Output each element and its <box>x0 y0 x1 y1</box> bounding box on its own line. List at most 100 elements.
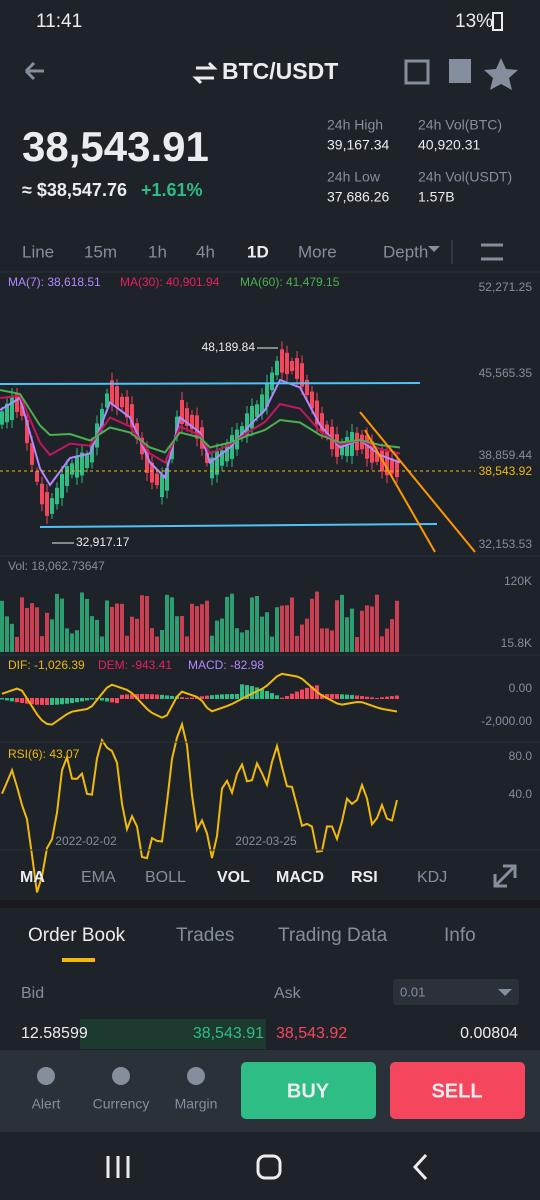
macd-legend: MACD: -82.98 <box>188 658 264 672</box>
volume-bar <box>60 598 64 652</box>
sell-button[interactable] <box>390 1062 525 1119</box>
volume-bar <box>50 619 54 652</box>
back[interactable] <box>24 61 44 81</box>
settings-icon[interactable] <box>481 243 503 261</box>
interval-tab[interactable]: More <box>298 242 337 261</box>
stat-label: 24h Vol(USDT) <box>418 169 512 185</box>
stat-value: 39,167.34 <box>327 137 389 153</box>
indicator-tab[interactable]: MA <box>20 869 45 886</box>
ask-qty: 0.00804 <box>460 1025 518 1042</box>
candle-body <box>290 360 294 372</box>
volume-bar <box>240 632 244 652</box>
last-price: 38,543.91 <box>22 123 209 170</box>
book-icon[interactable] <box>449 59 471 83</box>
indicator-tab[interactable]: RSI <box>351 869 378 886</box>
macd-line <box>1 672 398 726</box>
orderbook-tab[interactable]: Info <box>444 925 476 946</box>
macd-bar <box>220 694 224 699</box>
indicator-tab[interactable]: EMA <box>81 869 116 886</box>
macd-bar <box>25 698 29 704</box>
stat-label: 24h Low <box>327 169 381 185</box>
volume-bar <box>335 600 339 652</box>
candle-body <box>385 451 389 476</box>
macd-bar <box>255 687 259 699</box>
indicator-tab[interactable]: VOL <box>217 869 250 886</box>
candle-body <box>275 360 279 376</box>
low-label: 32,917.17 <box>76 535 130 549</box>
macd-legend: DEM: -943.41 <box>98 658 172 672</box>
back-nav[interactable] <box>412 1153 428 1181</box>
indicator-tab[interactable]: KDJ <box>417 869 447 886</box>
candle-body <box>210 457 214 479</box>
stat-value: 40,920.31 <box>418 137 480 153</box>
interval-tab[interactable]: 1h <box>148 242 167 261</box>
buy-button[interactable] <box>241 1062 376 1119</box>
macd-bar <box>260 689 264 699</box>
volume-bar <box>5 616 9 652</box>
macd-bar <box>125 694 129 699</box>
indicator-tab[interactable]: BOLL <box>145 869 186 886</box>
indicator-tab[interactable]: MACD <box>276 869 324 886</box>
nav-icon[interactable] <box>187 1067 205 1085</box>
macd-bar <box>385 696 389 699</box>
interval-tab[interactable]: Line <box>22 242 54 261</box>
share[interactable] <box>404 59 430 85</box>
macd-bar <box>355 695 359 699</box>
candle-body <box>295 358 299 379</box>
macd-bar <box>360 696 364 699</box>
candle-body <box>370 441 374 463</box>
candle-body <box>15 393 19 413</box>
macd-bar <box>75 698 79 703</box>
pair[interactable]: BTC/USDT <box>222 58 338 84</box>
macd-bar <box>170 695 174 699</box>
volume-bar <box>385 628 389 652</box>
macd-bar <box>70 698 74 704</box>
ma-legend: MA(7): 38,618.51 <box>8 275 101 289</box>
fullscreen[interactable] <box>493 864 517 888</box>
volume-label: 120K <box>504 574 532 588</box>
stat-label: 24h Vol(BTC) <box>418 117 502 133</box>
macd-bar <box>190 697 194 699</box>
price-label: 32,153.53 <box>479 537 533 551</box>
candle-body <box>55 487 59 505</box>
interval-tab[interactable]: 1D <box>247 242 269 261</box>
candle-body <box>40 483 44 505</box>
volume-bar <box>190 603 194 652</box>
volume-bar <box>0 600 4 652</box>
candle-body <box>90 443 94 463</box>
interval-tab[interactable]: 15m <box>84 242 117 261</box>
volume-bar <box>110 606 114 652</box>
interval-tab[interactable]: 4h <box>196 242 215 261</box>
date-label: 2022-02-02 <box>55 834 117 848</box>
volume-bar <box>375 594 379 652</box>
precision-select[interactable] <box>393 979 519 1005</box>
volume-bar <box>355 636 359 652</box>
candle-body <box>180 400 184 424</box>
candle-body <box>45 492 49 516</box>
macd-bar <box>325 694 329 699</box>
nav-icon[interactable] <box>112 1067 130 1085</box>
macd-bar <box>375 697 379 699</box>
candle-body <box>325 424 329 437</box>
volume-bar <box>95 619 99 652</box>
nav-icon[interactable] <box>37 1067 55 1085</box>
trend-line <box>0 382 421 385</box>
macd-bar <box>85 698 89 701</box>
candle-body <box>70 463 74 475</box>
orderbook-tab[interactable]: Trading Data <box>278 925 388 946</box>
battery: 13% <box>455 11 493 32</box>
bid-header: Bid <box>21 985 44 1002</box>
candle-body <box>365 435 369 459</box>
volume-bar <box>280 605 284 652</box>
favorite[interactable] <box>484 58 518 90</box>
candle-body <box>25 419 29 444</box>
home[interactable] <box>256 1154 282 1180</box>
orderbook-tab[interactable]: Order Book <box>28 925 126 946</box>
orderbook-tab[interactable]: Trades <box>176 925 234 946</box>
interval-tab[interactable]: Depth <box>383 242 428 261</box>
macd-bar <box>380 697 384 699</box>
candle-body <box>245 413 249 436</box>
candle-body <box>220 450 224 466</box>
macd-bar <box>80 698 84 702</box>
recents[interactable] <box>106 1156 130 1178</box>
